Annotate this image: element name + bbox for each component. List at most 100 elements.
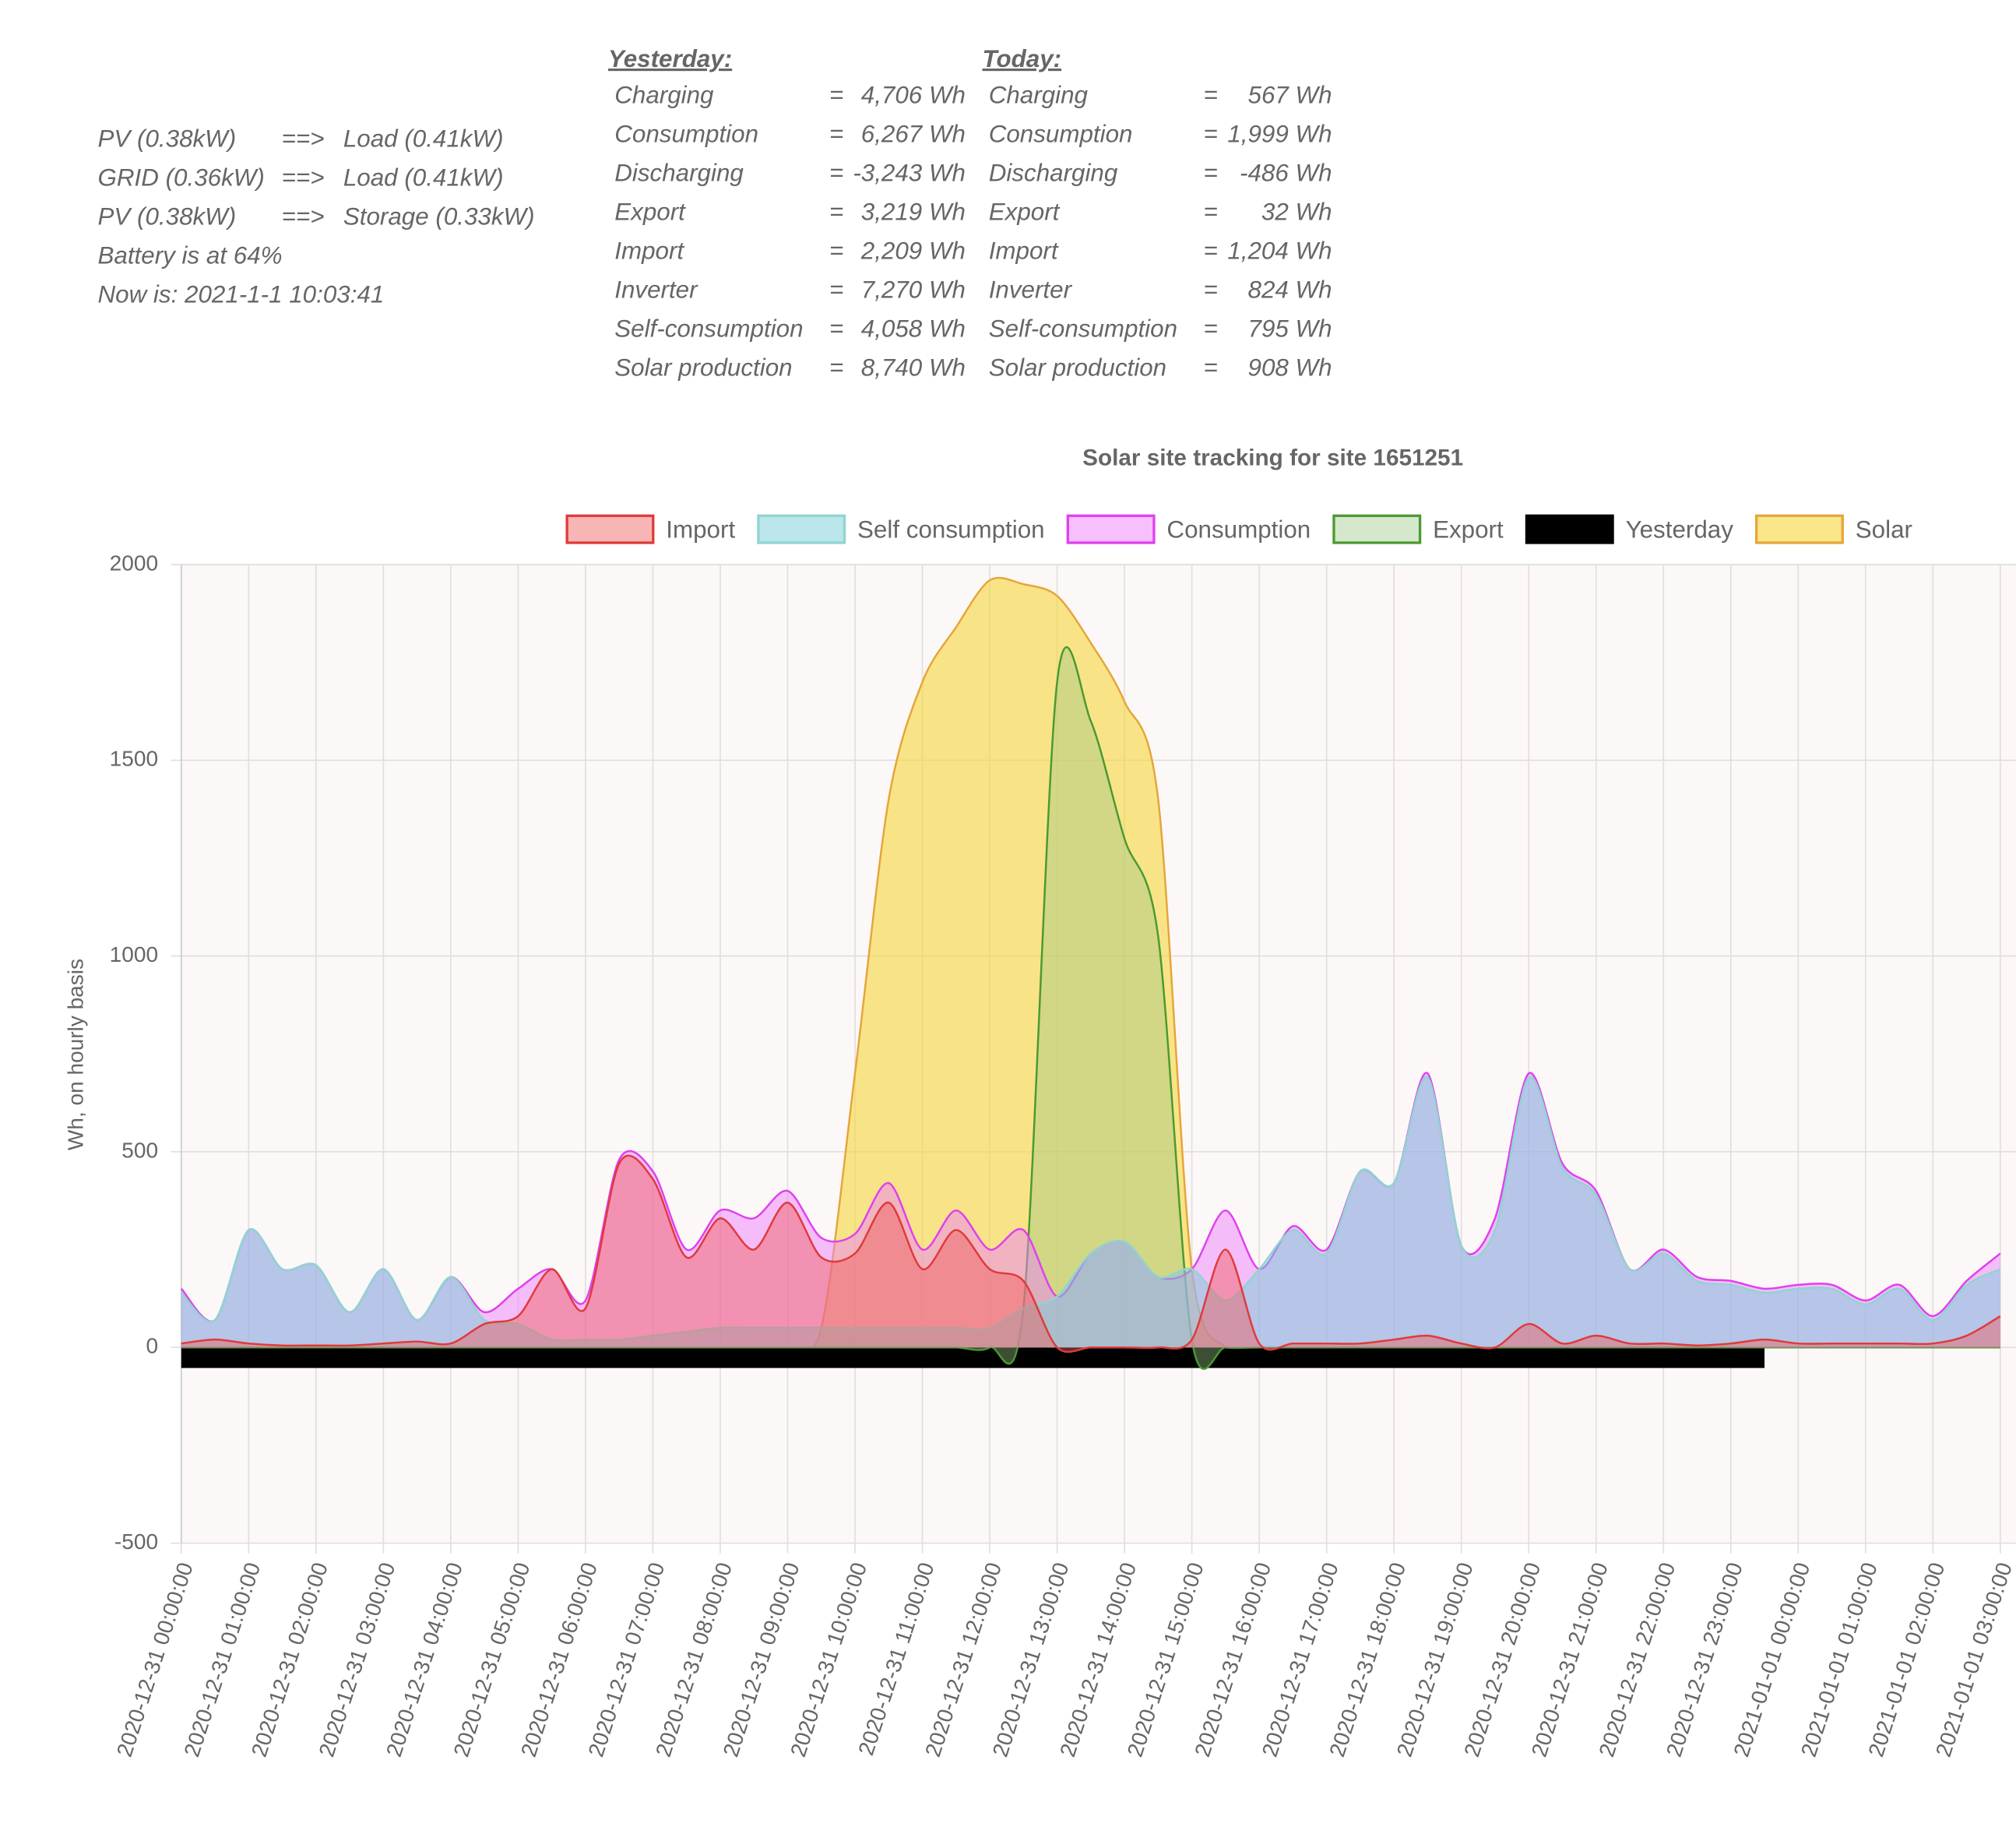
summary-value: 1,999 Wh	[1227, 120, 1332, 147]
summary-value: 4,706 Wh	[861, 81, 966, 108]
legend-swatch	[1332, 514, 1422, 544]
y-tick-label: 2000	[110, 551, 158, 575]
summary-equals: =	[1203, 198, 1217, 225]
x-tick-label: 2020-12-31 18:00:00	[1325, 1560, 1410, 1760]
x-tick-label: 2021-01-01 03:00:00	[1931, 1560, 2016, 1760]
x-tick-label: 2020-12-31 22:00:00	[1594, 1560, 1680, 1760]
flow-from: PV (0.38kW)	[97, 125, 236, 152]
summary-label: Export	[614, 198, 686, 225]
flow-to: Load (0.41kW)	[343, 164, 504, 191]
summary-equals: =	[1203, 237, 1217, 264]
summary-label: Inverter	[614, 276, 698, 303]
summary-equals: =	[829, 198, 843, 225]
summary-value: 32 Wh	[1261, 198, 1332, 225]
legend-swatch	[1066, 514, 1156, 544]
x-tick-label: 2020-12-31 13:00:00	[988, 1560, 1074, 1760]
flow-arrow: ==>	[282, 125, 325, 152]
summary-equals: =	[1203, 354, 1217, 381]
x-tick-label: 2020-12-31 00:00:00	[112, 1560, 198, 1760]
y-tick-label: 0	[146, 1334, 158, 1358]
x-tick-label: 2020-12-31 02:00:00	[247, 1560, 332, 1760]
summary-value: 8,740 Wh	[861, 354, 966, 381]
flow-arrow: ==>	[282, 164, 325, 191]
x-tick-label: 2020-12-31 03:00:00	[314, 1560, 399, 1760]
flow-from: PV (0.38kW)	[97, 202, 236, 230]
summary-equals: =	[1203, 120, 1217, 147]
legend-label: Consumption	[1166, 516, 1311, 543]
flow-arrow: ==>	[282, 202, 325, 230]
status-line: Battery is at 64%	[97, 242, 282, 269]
x-tick-label: 2020-12-31 04:00:00	[382, 1560, 467, 1760]
summary-label: Consumption	[614, 120, 758, 147]
summary-label: Discharging	[989, 159, 1118, 186]
x-tick-label: 2020-12-31 12:00:00	[920, 1560, 1006, 1760]
x-tick-label: 2020-12-31 17:00:00	[1258, 1560, 1343, 1760]
summary-label: Import	[614, 237, 684, 264]
flow-from: GRID (0.36kW)	[97, 164, 264, 191]
summary-equals: =	[829, 81, 843, 108]
y-tick-label: -500	[114, 1529, 158, 1554]
legend-label: Yesterday	[1626, 516, 1734, 543]
summary-label: Consumption	[989, 120, 1133, 147]
x-tick-label: 2020-12-31 06:00:00	[516, 1560, 602, 1760]
series-area	[181, 577, 2000, 1353]
summary-equals: =	[829, 120, 843, 147]
legend-swatch	[1525, 514, 1614, 544]
summary-equals: =	[1203, 159, 1217, 186]
x-tick-label: 2020-12-31 23:00:00	[1662, 1560, 1747, 1760]
summary-label: Charging	[614, 81, 714, 108]
status-line: Now is: 2021-1-1 10:03:41	[97, 281, 384, 308]
legend-swatch	[757, 514, 846, 544]
summary-value: 7,270 Wh	[861, 276, 966, 303]
yesterday-title: Yesterday:	[608, 45, 732, 72]
summary-label: Solar production	[614, 354, 792, 381]
legend-label: Solar	[1856, 516, 1912, 543]
summary-value: 3,219 Wh	[861, 198, 966, 225]
summary-value: 908 Wh	[1248, 354, 1332, 381]
x-tick-label: 2021-01-01 01:00:00	[1796, 1560, 1882, 1760]
summary-value: 1,204 Wh	[1227, 237, 1332, 264]
x-tick-label: 2020-12-31 20:00:00	[1459, 1560, 1545, 1760]
flow-to: Storage (0.33kW)	[343, 202, 535, 230]
summary-equals: =	[829, 159, 843, 186]
x-tick-label: 2020-12-31 07:00:00	[583, 1560, 669, 1760]
series-area	[181, 1076, 2000, 1348]
summary-label: Solar production	[989, 354, 1166, 381]
series-area	[181, 1347, 1765, 1368]
summary-label: Self-consumption	[989, 315, 1177, 342]
summary-value: -3,243 Wh	[853, 159, 966, 186]
summary-equals: =	[829, 276, 843, 303]
summary-label: Self-consumption	[614, 315, 803, 342]
summary-value: 824 Wh	[1248, 276, 1332, 303]
summary-equals: =	[829, 354, 843, 381]
summary-value: 2,209 Wh	[860, 237, 966, 264]
legend-label: Self consumption	[857, 516, 1045, 543]
y-tick-label: 500	[121, 1138, 158, 1162]
legend-label: Export	[1433, 516, 1504, 543]
series-line	[180, 1075, 2001, 1342]
today-title: Today:	[982, 45, 1061, 72]
flow-to: Load (0.41kW)	[343, 125, 504, 152]
summary-equals: =	[829, 237, 843, 264]
summary-value: 4,058 Wh	[861, 315, 966, 342]
x-tick-label: 2020-12-31 05:00:00	[449, 1560, 534, 1760]
x-tick-label: 2020-12-31 19:00:00	[1392, 1560, 1478, 1760]
summary-value: 567 Wh	[1248, 81, 1332, 108]
y-tick-label: 1000	[110, 942, 158, 966]
summary-equals: =	[1203, 276, 1217, 303]
series-area	[181, 1155, 2000, 1352]
summary-value: -486 Wh	[1240, 159, 1332, 186]
summary-label: Export	[989, 198, 1061, 225]
x-tick-label: 2020-12-31 08:00:00	[651, 1560, 737, 1760]
legend-label: Import	[666, 516, 735, 543]
summary-value: 6,267 Wh	[861, 120, 966, 147]
series-line	[181, 1154, 2001, 1353]
x-tick-label: 2020-12-31 10:00:00	[786, 1560, 871, 1760]
y-tick-label: 1500	[110, 747, 158, 771]
x-tick-label: 2021-01-01 00:00:00	[1729, 1560, 1814, 1760]
x-tick-label: 2020-12-31 15:00:00	[1123, 1560, 1209, 1760]
summary-label: Charging	[989, 81, 1089, 108]
summary-label: Discharging	[614, 159, 744, 186]
summary-label: Import	[989, 237, 1059, 264]
